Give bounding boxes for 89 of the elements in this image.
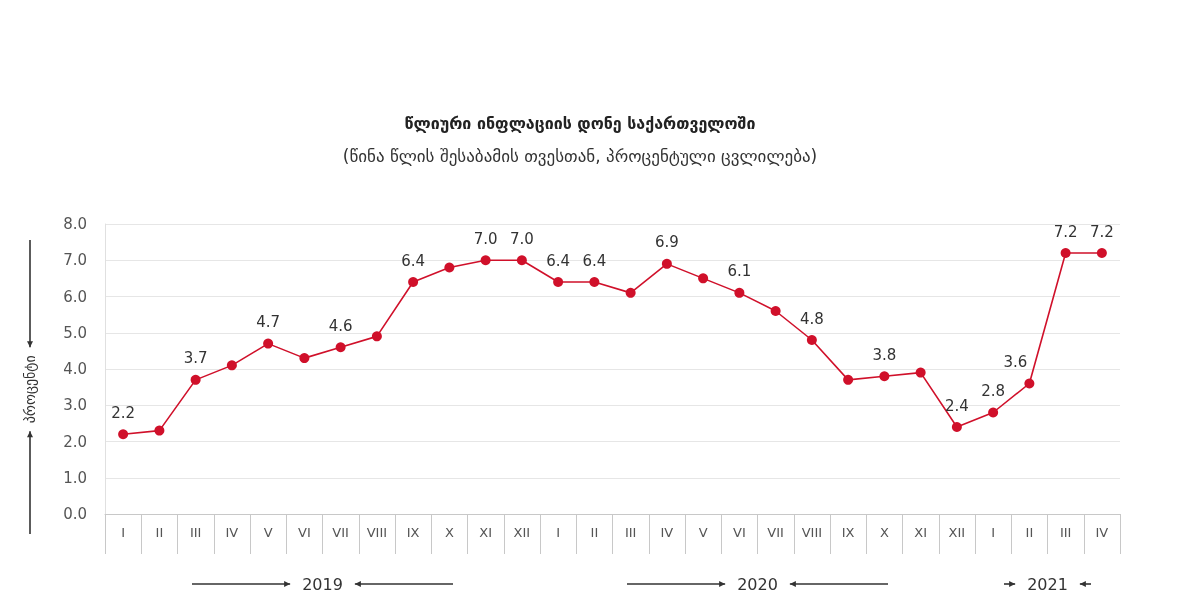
x-tick-label: II — [590, 525, 599, 540]
point — [118, 429, 129, 440]
x-tick-label: VIII — [801, 525, 823, 540]
point — [371, 331, 382, 342]
point — [408, 277, 419, 287]
data-label: 6.4 — [401, 251, 426, 270]
x-tick-label: V — [263, 525, 273, 540]
point — [480, 255, 491, 266]
data-label: 7.2 — [1089, 222, 1114, 241]
x-tick-label: VI — [733, 525, 746, 540]
point — [843, 374, 854, 385]
data-label: 6.4 — [546, 251, 571, 270]
data-label: 4.7 — [256, 313, 281, 332]
point — [516, 255, 527, 266]
x-tick-label: XI — [914, 525, 927, 540]
x-tick-label: I — [556, 525, 561, 540]
x-tick-label: XII — [513, 525, 531, 540]
point — [988, 407, 999, 418]
y-tick-label: 8.0 — [63, 215, 87, 233]
x-tick-label: IV — [225, 525, 239, 540]
point — [444, 262, 455, 273]
y-tick-label: 7.0 — [63, 251, 87, 270]
x-tick-label: I — [991, 525, 996, 540]
chart-title: წლიური ინფლაციის დონე საქართველოში — [404, 113, 756, 133]
point — [915, 367, 926, 378]
point — [335, 342, 346, 353]
data-label: 2.8 — [981, 382, 1006, 400]
data-label: 6.9 — [654, 233, 679, 252]
data-label: 4.6 — [328, 316, 353, 335]
y-tick-label: 6.0 — [63, 287, 87, 306]
data-label: 6.1 — [727, 262, 752, 281]
x-tick-label: V — [698, 525, 708, 540]
y-tick-label: 2.0 — [63, 432, 87, 451]
text: 2019 — [302, 574, 343, 594]
data-label: 3.7 — [183, 349, 208, 368]
point — [770, 306, 781, 316]
y-tick-label: 0.0 — [63, 505, 87, 523]
x-tick-label: III — [624, 525, 637, 540]
x-tick-label: IV — [1095, 525, 1109, 540]
point — [698, 273, 709, 284]
x-tick-label: VIII — [366, 525, 388, 540]
x-tick-label: II — [155, 525, 164, 540]
x-tick-label: X — [444, 525, 454, 540]
x-tick-label: VII — [767, 525, 784, 540]
point — [806, 335, 817, 345]
x-tick-label: I — [121, 525, 126, 540]
data-label: 7.0 — [509, 229, 534, 248]
point — [625, 287, 636, 298]
point — [190, 374, 201, 385]
y-tick-label: 4.0 — [63, 360, 87, 378]
x-tick-label: IX — [841, 525, 855, 540]
x-tick-label: IV — [660, 525, 674, 540]
point — [661, 258, 672, 269]
data-label: 7.2 — [1053, 222, 1078, 241]
point — [589, 277, 600, 287]
data-label: 4.8 — [799, 309, 824, 328]
data-label: 3.8 — [872, 345, 897, 364]
point — [154, 425, 165, 436]
point — [299, 353, 310, 364]
x-tick-label: XII — [948, 525, 966, 540]
text: 2020 — [737, 574, 778, 594]
x-tick-label: VI — [298, 525, 311, 540]
data-label: 7.0 — [473, 229, 498, 248]
point — [226, 360, 237, 371]
point — [879, 371, 890, 382]
x-tick-label: XI — [479, 525, 492, 540]
point — [1024, 378, 1035, 389]
x-tick-label: IX — [406, 525, 420, 540]
data-label: 6.4 — [582, 251, 607, 270]
point — [734, 287, 745, 298]
data-label: 2.4 — [944, 396, 969, 415]
x-tick-label: III — [1059, 525, 1072, 540]
y-tick-label: 3.0 — [63, 396, 87, 415]
point — [553, 277, 564, 287]
point — [1060, 248, 1071, 258]
y-tick-label: 5.0 — [63, 323, 87, 342]
point — [951, 422, 962, 432]
data-label: 2.2 — [111, 403, 136, 422]
x-tick-label: III — [189, 525, 202, 540]
data-label: 3.6 — [1003, 353, 1028, 371]
text: 2021 — [1027, 574, 1068, 594]
x-tick-label: X — [879, 525, 889, 540]
x-tick-label: VII — [332, 525, 349, 540]
point — [263, 338, 274, 349]
chart-subtitle: (წინა წლის შესაბამის თვესთან, პროცენტული ცვლილება) — [342, 145, 818, 166]
x-tick-label: II — [1025, 525, 1034, 540]
y-axis-title: პროცენტი — [22, 355, 38, 424]
point — [1096, 248, 1107, 258]
y-tick-label: 1.0 — [63, 468, 87, 487]
